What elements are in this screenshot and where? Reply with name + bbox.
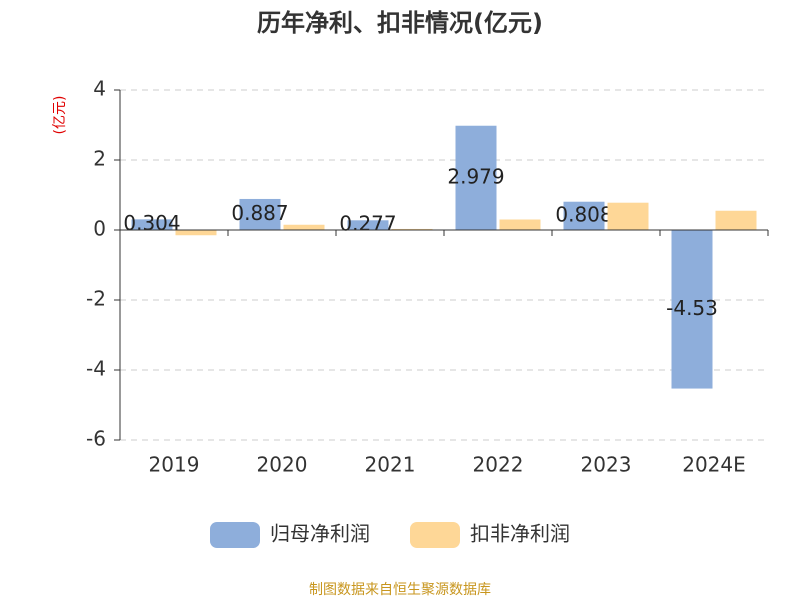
bar: [499, 219, 541, 230]
data-label: 0.887: [231, 201, 288, 225]
y-tick-label: -6: [86, 427, 106, 451]
data-label: 0.277: [339, 212, 396, 236]
x-tick-label: 2023: [581, 453, 632, 477]
legend-swatch: [210, 522, 260, 548]
x-tick-label: 2021: [365, 453, 416, 477]
legend-label: 扣非净利润: [470, 522, 570, 546]
data-label: -4.53: [666, 296, 718, 320]
y-tick-label: -2: [86, 287, 106, 311]
bar: [391, 228, 433, 230]
bar: [671, 230, 713, 389]
chart-title: 历年净利、扣非情况(亿元): [257, 9, 543, 37]
legend-swatch: [410, 522, 460, 548]
bar: [131, 219, 173, 230]
x-tick-label: 2020: [257, 453, 308, 477]
bar: [283, 224, 325, 230]
y-tick-label: 0: [93, 217, 106, 241]
legend-label: 归母净利润: [270, 522, 370, 546]
y-tick-label: -4: [86, 357, 106, 381]
x-tick-label: 2022: [473, 453, 524, 477]
bar: [607, 202, 649, 230]
x-tick-label: 2024E: [682, 453, 746, 477]
data-label: 2.979: [447, 164, 504, 188]
data-label: 0.304: [123, 211, 180, 235]
data-label: 0.808: [555, 202, 612, 226]
y-tick-label: 4: [93, 77, 106, 101]
bar: [239, 198, 281, 230]
bar: [175, 230, 217, 236]
bar: [347, 220, 389, 230]
source-note: 制图数据来自恒生聚源数据库: [309, 582, 491, 598]
bar: [715, 210, 757, 230]
y-tick-label: 2: [93, 147, 106, 171]
y-axis-label: (亿元): [52, 96, 68, 135]
bar: [455, 125, 497, 230]
bar: [563, 201, 605, 230]
x-tick-label: 2019: [149, 453, 200, 477]
